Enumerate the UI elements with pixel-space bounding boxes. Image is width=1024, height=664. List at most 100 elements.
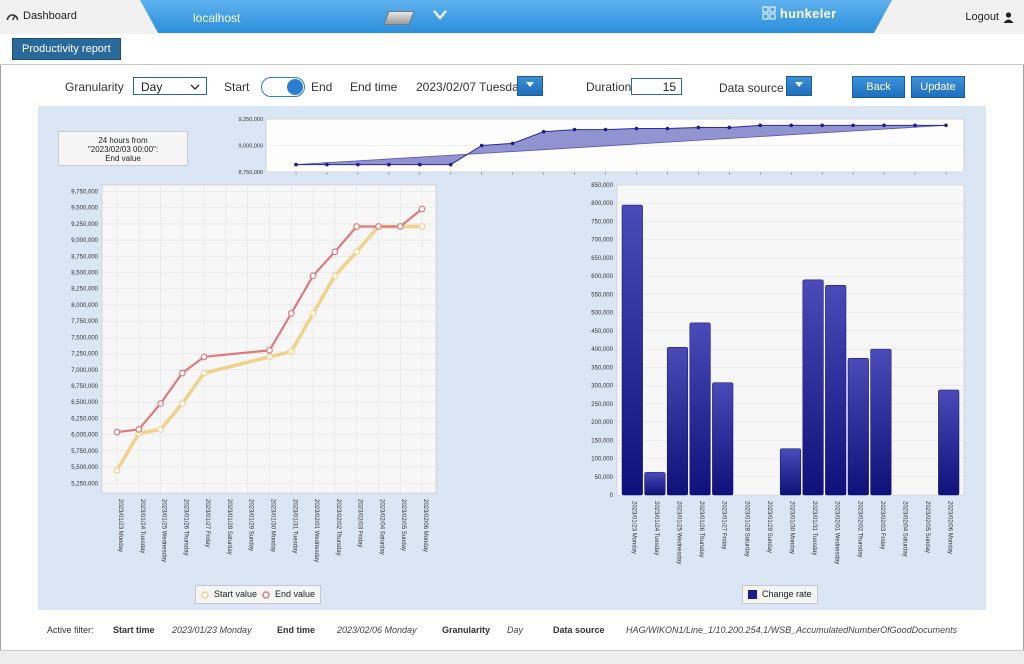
bar-y-tick: 650,000 [591,256,613,262]
line-chart-legend: Start value End value [195,585,322,604]
logo-mark-icon [762,6,776,20]
info-line-2: "2023/02/03 00:00": [87,145,159,154]
bar-y-tick: 550,000 [591,292,613,298]
footer-start-time-label: Start time [113,625,155,635]
dashboard-link[interactable]: Dashboard [6,10,77,22]
logo-text: hunkeler [779,6,837,21]
line-y-tick: 6,000,000 [71,433,98,439]
line-y-tick: 5,250,000 [71,481,98,487]
update-button[interactable]: Update [911,76,965,98]
line-y-tick: 6,500,000 [71,400,98,406]
line-y-tick: 7,250,000 [71,352,98,358]
end-time-label: End time [350,80,398,94]
end-value-point [309,272,317,280]
line-x-label: 2023/01/25 Wednesday [161,499,167,562]
change-rate-bar [938,389,960,496]
bar-x-label: 2023/02/02 Thursday [856,501,862,558]
overview-point [603,127,608,132]
start-value-point [157,426,164,433]
top-bar: Dashboard localhost hunkeler Logout [0,0,1024,35]
tab-productivity-report[interactable]: Productivity report [12,38,121,60]
bar-y-tick: 200,000 [591,420,613,426]
footer-granularity-label: Granularity [442,625,491,635]
overview-point [325,162,329,167]
line-y-tick: 5,500,000 [71,465,98,471]
bar-x-label: 2023/01/23 Monday [630,501,636,554]
end-value-point [266,346,273,354]
line-plot-area [101,184,437,494]
overview-point [294,162,298,167]
start-value-point [113,466,121,474]
logout-label: Logout [965,11,999,23]
line-y-tick: 9,500,000 [71,206,98,212]
duration-input[interactable]: 15 [631,78,682,95]
logout-button[interactable]: Logout [965,11,1014,23]
duration-label: Duration [586,80,632,94]
start-value-point [353,248,361,256]
overview-point [572,127,577,132]
data-source-label: Data source [719,81,784,95]
line-x-label: 2023/01/27 Friday [204,499,210,547]
overview-point [448,162,453,167]
line-x-label: 2023/01/26 Thursday [182,499,188,556]
overview-point [944,123,948,128]
granularity-value: Day [141,80,163,94]
line-y-tick: 6,750,000 [71,384,98,390]
back-button[interactable]: Back [852,76,905,98]
start-value-point [200,369,208,377]
overview-point [665,126,670,131]
active-filter-label: Active filter: [47,625,94,635]
bar-chart-legend: Change rate [742,585,818,604]
change-rate-bar [825,285,847,496]
overview-point [696,125,701,130]
line-y-tick: 8,500,000 [71,271,98,277]
start-end-toggle[interactable] [261,77,305,97]
bar-y-tick: 150,000 [591,438,613,444]
line-y-tick: 9,250,000 [71,222,98,228]
end-value-point [375,223,382,230]
end-time-dropdown-button[interactable] [517,76,543,96]
line-y-tick: 5,750,000 [71,449,98,455]
end-time-value[interactable]: 2023/02/07 Tuesday [416,80,525,94]
line-y-tick: 8,250,000 [71,287,98,293]
caret-down-icon [526,82,534,87]
overview-point [913,123,917,128]
bar-x-label: 2023/02/03 Friday [879,501,885,549]
change-rate-legend-label: Change rate [762,589,812,599]
hunkeler-logo: hunkeler [762,6,837,21]
line-x-label: 2023/01/31 Tuesday [291,499,297,553]
end-value-point [178,369,186,377]
line-x-label: 2023/02/03 Friday [357,499,363,547]
line-y-tick: 6,250,000 [71,416,98,422]
header-band [140,0,892,33]
overview-y-tick: 9,000,000 [239,144,263,150]
change-rate-bar [712,382,734,496]
chevron-down-icon[interactable] [432,8,448,22]
end-value-point [353,223,361,230]
bar-y-tick: 300,000 [591,384,613,390]
overview-point [541,129,546,134]
overview-point [510,141,515,146]
footer-granularity-value: Day [507,625,524,635]
footer-data-source-label: Data source [553,625,605,635]
bar-x-label: 2023/02/06 Monday [947,501,953,554]
overview-point [387,162,391,167]
overview-point [727,125,732,130]
bar-x-label: 2023/01/25 Wednesday [676,501,682,564]
overview-point [356,162,360,167]
overview-range-line [295,124,947,165]
end-value-point [331,248,339,256]
data-source-dropdown-button[interactable] [786,76,812,96]
chevron-down-icon [190,84,200,90]
line-x-label: 2023/02/06 Monday [422,499,428,552]
bar-y-tick: 750,000 [591,219,613,225]
footer-end-time-label: End time [277,625,316,635]
start-value-point [418,223,426,230]
info-line-1: 24 hours from [98,136,148,145]
bar-y-tick: 400,000 [591,347,613,353]
end-value-point [113,428,121,436]
bar-x-label: 2023/01/31 Tuesday [811,501,817,555]
granularity-select[interactable]: Day [133,77,207,95]
change-rate-legend-swatch [748,590,757,599]
